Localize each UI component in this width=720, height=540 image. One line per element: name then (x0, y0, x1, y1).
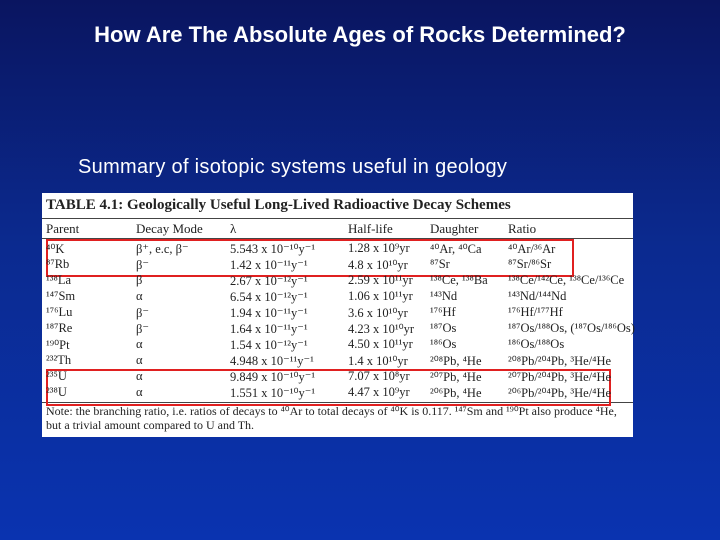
table-cell: ¹³⁸Ce, ¹³⁸Ba (430, 273, 488, 287)
table-cell: Ratio (508, 221, 537, 236)
table-cell: 9.849 x 10⁻¹⁰y⁻¹ (230, 370, 316, 384)
rule (42, 402, 633, 403)
slide-subtitle: Summary of isotopic systems useful in ge… (78, 156, 508, 178)
table-cell: ²⁰⁶Pb, ⁴He (430, 386, 482, 400)
table-cell: 1.64 x 10⁻¹¹y⁻¹ (230, 322, 308, 336)
table-cell: ²³⁵U (46, 369, 67, 383)
table-cell: ²⁰⁷Pb, ⁴He (430, 370, 482, 384)
table-cell: ¹³⁸Ce/¹⁴²Ce, ¹³⁸Ce/¹³⁶Ce (508, 273, 625, 287)
highlight-box (46, 239, 574, 277)
table-cell: ⁴⁰Ar, ⁴⁰Ca (430, 242, 482, 256)
table-cell: ¹⁸⁶Os (430, 337, 457, 351)
table-cell: α (136, 385, 143, 399)
table-cell: β⁻ (136, 306, 149, 320)
table-cell: 1.42 x 10⁻¹¹y⁻¹ (230, 258, 308, 272)
table-cell: ⁸⁷Sr/⁸⁶Sr (508, 257, 552, 271)
table-cell: 4.47 x 10⁹yr (348, 385, 410, 399)
table-cell: ²⁰⁶Pb/²⁰⁴Pb, ³He/⁴He (508, 386, 612, 400)
table-row: ²³²Th α 4.948 x 10⁻¹¹y⁻¹ 1.4 x 10¹⁰yr ²⁰⁸Pb,… (42, 353, 633, 369)
table-cell: 3.6 x 10¹⁰yr (348, 306, 408, 320)
table-cell: α (136, 337, 143, 351)
table-cell: ¹³⁸La (46, 273, 72, 287)
table-cell: Decay Mode (136, 221, 203, 236)
table-row: ¹⁹⁰Pt α 1.54 x 10⁻¹²y⁻¹ 4.50 x 10¹¹yr ¹⁸⁶Os ¹… (42, 337, 633, 353)
highlight-box (46, 369, 611, 406)
table-cell: ¹⁹⁰Pt (46, 338, 70, 352)
table-cell: 7.07 x 10⁸yr (348, 369, 410, 383)
table-cell: 1.551 x 10⁻¹⁰y⁻¹ (230, 386, 316, 400)
table-note: Note: the branching ratio, i.e. ratios o… (46, 404, 617, 432)
table-cell: ¹⁷⁶Lu (46, 305, 73, 319)
table-cell: ¹⁸⁷Os/¹⁸⁸Os, (¹⁸⁷Os/¹⁸⁶Os) (508, 321, 635, 335)
table-cell: ⁴⁰K (46, 242, 65, 256)
table-cell: ¹⁴⁷Sm (46, 289, 76, 303)
table-cell: 1.28 x 10⁹yr (348, 241, 410, 255)
table-cell: ²³²Th (46, 353, 72, 367)
table-cell: ¹⁷⁶Hf (430, 305, 456, 319)
table-cell: β⁻ (136, 322, 149, 336)
table-cell: Half-life (348, 221, 393, 236)
table-row: ¹⁴⁷Sm α 6.54 x 10⁻¹²y⁻¹ 1.06 x 10¹¹yr ¹⁴³Nd ¹… (42, 289, 633, 305)
table-cell: β⁻ (136, 258, 149, 272)
table-row: ²³⁵U α 9.849 x 10⁻¹⁰y⁻¹ 7.07 x 10⁸yr ²⁰⁷Pb, … (42, 369, 633, 385)
table-cell: α (136, 289, 143, 303)
table-cell: ⁸⁷Sr (430, 257, 450, 271)
table-cell: 1.4 x 10¹⁰yr (348, 354, 408, 368)
table-row: ⁸⁷Rb β⁻ 1.42 x 10⁻¹¹y⁻¹ 4.8 x 10¹⁰yr ⁸⁷Sr ⁸⁷S… (42, 257, 633, 273)
table-cell: 1.54 x 10⁻¹²y⁻¹ (230, 338, 308, 352)
table-cell: β (136, 273, 143, 287)
table-cell: Daughter (430, 221, 479, 236)
table-cell: 1.06 x 10¹¹yr (348, 289, 413, 303)
table-row: ¹⁸⁷Re β⁻ 1.64 x 10⁻¹¹y⁻¹ 4.23 x 10¹⁰yr ¹⁸⁷Os… (42, 321, 635, 337)
table-cell: ²⁰⁷Pb/²⁰⁴Pb, ³He/⁴He (508, 370, 612, 384)
table-cell: 4.948 x 10⁻¹¹y⁻¹ (230, 354, 314, 368)
table-cell: ⁴⁰Ar/³⁶Ar (508, 242, 556, 256)
table-cell: β⁺, e.c, β⁻ (136, 242, 189, 256)
table-cell: ¹⁴³Nd (430, 289, 458, 303)
table-cell: 1.94 x 10⁻¹¹y⁻¹ (230, 306, 308, 320)
table-row: ⁴⁰K β⁺, e.c, β⁻ 5.543 x 10⁻¹⁰y⁻¹ 1.28 x 10⁹… (42, 241, 633, 257)
table-cell: ¹⁸⁷Re (46, 321, 73, 335)
table-cell: ⁸⁷Rb (46, 257, 70, 271)
table-cell: ²³⁸U (46, 385, 67, 399)
table-row: ¹⁷⁶Lu β⁻ 1.94 x 10⁻¹¹y⁻¹ 3.6 x 10¹⁰yr ¹⁷⁶Hf ¹… (42, 305, 633, 321)
table-cell: ²⁰⁸Pb/²⁰⁴Pb, ³He/⁴He (508, 354, 612, 368)
table-row: ¹³⁸La β 2.67 x 10⁻¹²y⁻¹ 2.59 x 10¹¹yr ¹³⁸Ce,… (42, 273, 633, 289)
table-cell: 2.67 x 10⁻¹²y⁻¹ (230, 274, 308, 288)
rule (42, 218, 633, 219)
header-row: Parent Decay Mode λ Half-life Daughter Ratio (42, 221, 633, 237)
table-cell: α (136, 369, 143, 383)
table-cell: Parent (46, 221, 80, 236)
table-cell: ²⁰⁸Pb, ⁴He (430, 354, 482, 368)
table-cell: 4.50 x 10¹¹yr (348, 337, 413, 351)
table-cell: 6.54 x 10⁻¹²y⁻¹ (230, 290, 308, 304)
table-cell: 5.543 x 10⁻¹⁰y⁻¹ (230, 242, 316, 256)
table-cell: ¹⁴³Nd/¹⁴⁴Nd (508, 289, 567, 303)
slide-title: How Are The Absolute Ages of Rocks Deter… (94, 22, 626, 47)
table-cell: ¹⁷⁶Hf/¹⁷⁷Hf (508, 305, 563, 319)
table-caption: TABLE 4.1: Geologically Useful Long-Live… (46, 197, 511, 213)
table-image: TABLE 4.1: Geologically Useful Long-Live… (42, 193, 635, 437)
table-cell: ¹⁸⁷Os (430, 321, 457, 335)
table-row: ²³⁸U α 1.551 x 10⁻¹⁰y⁻¹ 4.47 x 10⁹yr ²⁰⁶Pb, … (42, 385, 633, 401)
table-cell: 4.23 x 10¹⁰yr (348, 322, 415, 336)
rule (42, 238, 633, 239)
table-cell: ¹⁸⁶Os/¹⁸⁸Os (508, 337, 565, 351)
table-cell: 2.59 x 10¹¹yr (348, 273, 413, 287)
table-cell: α (136, 353, 143, 367)
table-cell: 4.8 x 10¹⁰yr (348, 258, 408, 272)
table-cell: λ (230, 221, 237, 236)
